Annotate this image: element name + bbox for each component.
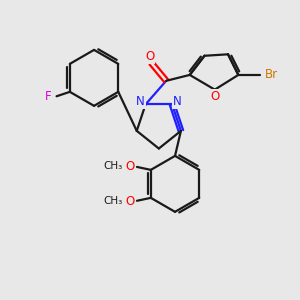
Text: O: O	[146, 50, 154, 63]
Text: O: O	[126, 160, 135, 173]
Text: CH₃: CH₃	[103, 161, 122, 171]
Text: N: N	[136, 95, 145, 108]
Text: O: O	[211, 90, 220, 103]
Text: N: N	[173, 95, 182, 108]
Text: CH₃: CH₃	[103, 196, 122, 206]
Text: Br: Br	[265, 68, 278, 81]
Text: F: F	[45, 90, 52, 103]
Text: O: O	[126, 195, 135, 208]
